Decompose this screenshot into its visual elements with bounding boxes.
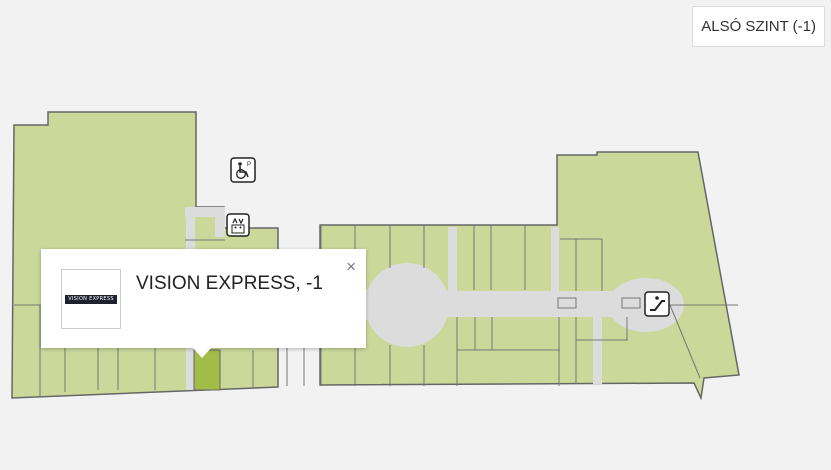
floor-level-badge[interactable]: ALSÓ SZINT (-1) [692,6,825,47]
vision-express-logo: VISION EXPRESS [65,294,117,304]
accessible-parking-icon: P [230,157,256,183]
store-logo: VISION EXPRESS [61,269,121,329]
escalator-icon [644,291,670,317]
popup-pointer [193,348,211,358]
elevator-icon [226,213,250,237]
close-icon[interactable]: × [346,257,356,276]
store-popup: VISION EXPRESS VISION EXPRESS, -1 × [41,249,366,358]
svg-text:P: P [247,162,251,168]
store-title: VISION EXPRESS, -1 [136,273,323,294]
